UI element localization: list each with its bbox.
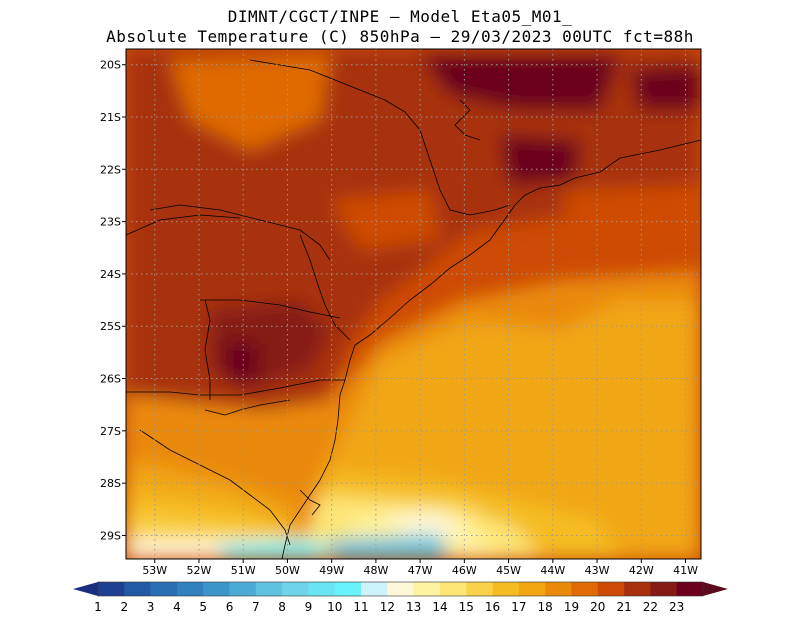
colorbar-over-arrow bbox=[703, 582, 728, 596]
colorbar-label-13: 13 bbox=[406, 600, 421, 614]
lat-label-22s: 22S bbox=[100, 163, 121, 176]
colorbar-label-6: 6 bbox=[226, 600, 234, 614]
lon-label-42w: 42W bbox=[629, 564, 654, 577]
colorbar-label-2: 2 bbox=[120, 600, 128, 614]
lon-label-51w: 51W bbox=[231, 564, 256, 577]
lon-label-49w: 49W bbox=[319, 564, 344, 577]
colorbar-swatch bbox=[413, 582, 441, 596]
colorbar-label-10: 10 bbox=[327, 600, 342, 614]
colorbar-swatch bbox=[439, 582, 467, 596]
lon-label-44w: 44W bbox=[540, 564, 565, 577]
colorbar-swatch bbox=[229, 582, 257, 596]
map-frame bbox=[125, 48, 702, 560]
lat-label-29s: 29S bbox=[100, 529, 121, 542]
colorbar-label-14: 14 bbox=[432, 600, 447, 614]
lon-label-45w: 45W bbox=[496, 564, 521, 577]
temperature-field bbox=[126, 49, 701, 559]
colorbar-label-21: 21 bbox=[616, 600, 631, 614]
colorbar-swatch bbox=[492, 582, 520, 596]
colorbar-label-22: 22 bbox=[643, 600, 658, 614]
colorbar-swatch bbox=[255, 582, 283, 596]
colorbar-label-4: 4 bbox=[173, 600, 181, 614]
colorbar-label-7: 7 bbox=[252, 600, 260, 614]
colorbar-swatch bbox=[597, 582, 625, 596]
colorbar-swatch bbox=[308, 582, 336, 596]
colorbar-swatch bbox=[466, 582, 493, 596]
colorbar-swatch bbox=[650, 582, 677, 596]
lat-label-28s: 28S bbox=[100, 477, 121, 490]
coastline-borders bbox=[126, 59, 701, 559]
colorbar-label-9: 9 bbox=[305, 600, 313, 614]
colorbar-label-23: 23 bbox=[669, 600, 684, 614]
lon-label-48w: 48W bbox=[363, 564, 388, 577]
colorbar-under-arrow bbox=[73, 582, 98, 596]
colorbar-label-17: 17 bbox=[511, 600, 526, 614]
colorbar-swatch bbox=[203, 582, 230, 596]
colorbar-swatch bbox=[361, 582, 388, 596]
colorbar-label-8: 8 bbox=[278, 600, 286, 614]
map-title-line-1: DIMNT/CGCT/INPE – Model Eta05_M01_ bbox=[227, 7, 573, 26]
lat-label-23s: 23S bbox=[100, 216, 121, 229]
lat-label-26s: 26S bbox=[100, 373, 121, 386]
colorbar-swatch bbox=[545, 582, 572, 596]
colorbar-label-3: 3 bbox=[147, 600, 155, 614]
colorbar-swatch bbox=[676, 582, 704, 596]
colorbar-label-20: 20 bbox=[590, 600, 605, 614]
lon-label-46w: 46W bbox=[452, 564, 477, 577]
lon-label-52w: 52W bbox=[187, 564, 212, 577]
lat-label-24s: 24S bbox=[100, 268, 121, 281]
colorbar-swatch bbox=[334, 582, 362, 596]
colorbar-label-19: 19 bbox=[564, 600, 579, 614]
colorbar-swatch bbox=[98, 582, 125, 596]
lon-label-43w: 43W bbox=[585, 564, 610, 577]
colorbar-swatch bbox=[518, 582, 546, 596]
colorbar-outline bbox=[97, 581, 704, 597]
colorbar-swatch bbox=[571, 582, 599, 596]
colorbar-swatch bbox=[282, 582, 309, 596]
colorbar-swatch bbox=[176, 582, 204, 596]
lat-label-21s: 21S bbox=[100, 111, 121, 124]
lon-label-41w: 41W bbox=[673, 564, 698, 577]
colorbar-label-5: 5 bbox=[199, 600, 207, 614]
map-title-line-2: Absolute Temperature (C) 850hPa – 29/03/… bbox=[106, 27, 694, 46]
colorbar-label-15: 15 bbox=[459, 600, 474, 614]
lat-label-25s: 25S bbox=[100, 320, 121, 333]
colorbar-label-11: 11 bbox=[353, 600, 368, 614]
lat-lon-grid bbox=[126, 49, 701, 559]
lat-label-27s: 27S bbox=[100, 425, 121, 438]
colorbar-label-12: 12 bbox=[380, 600, 395, 614]
colorbar-label-1: 1 bbox=[94, 600, 102, 614]
lat-label-20s: 20S bbox=[100, 59, 121, 72]
colorbar-swatch bbox=[624, 582, 651, 596]
colorbar-label-16: 16 bbox=[485, 600, 500, 614]
colorbar-swatch bbox=[387, 582, 414, 596]
lon-label-53w: 53W bbox=[142, 564, 167, 577]
colorbar bbox=[73, 581, 728, 597]
colorbar-swatch bbox=[124, 582, 151, 596]
colorbar-label-18: 18 bbox=[538, 600, 553, 614]
lon-label-50w: 50W bbox=[275, 564, 300, 577]
lon-label-47w: 47W bbox=[408, 564, 433, 577]
colorbar-swatch bbox=[150, 582, 178, 596]
